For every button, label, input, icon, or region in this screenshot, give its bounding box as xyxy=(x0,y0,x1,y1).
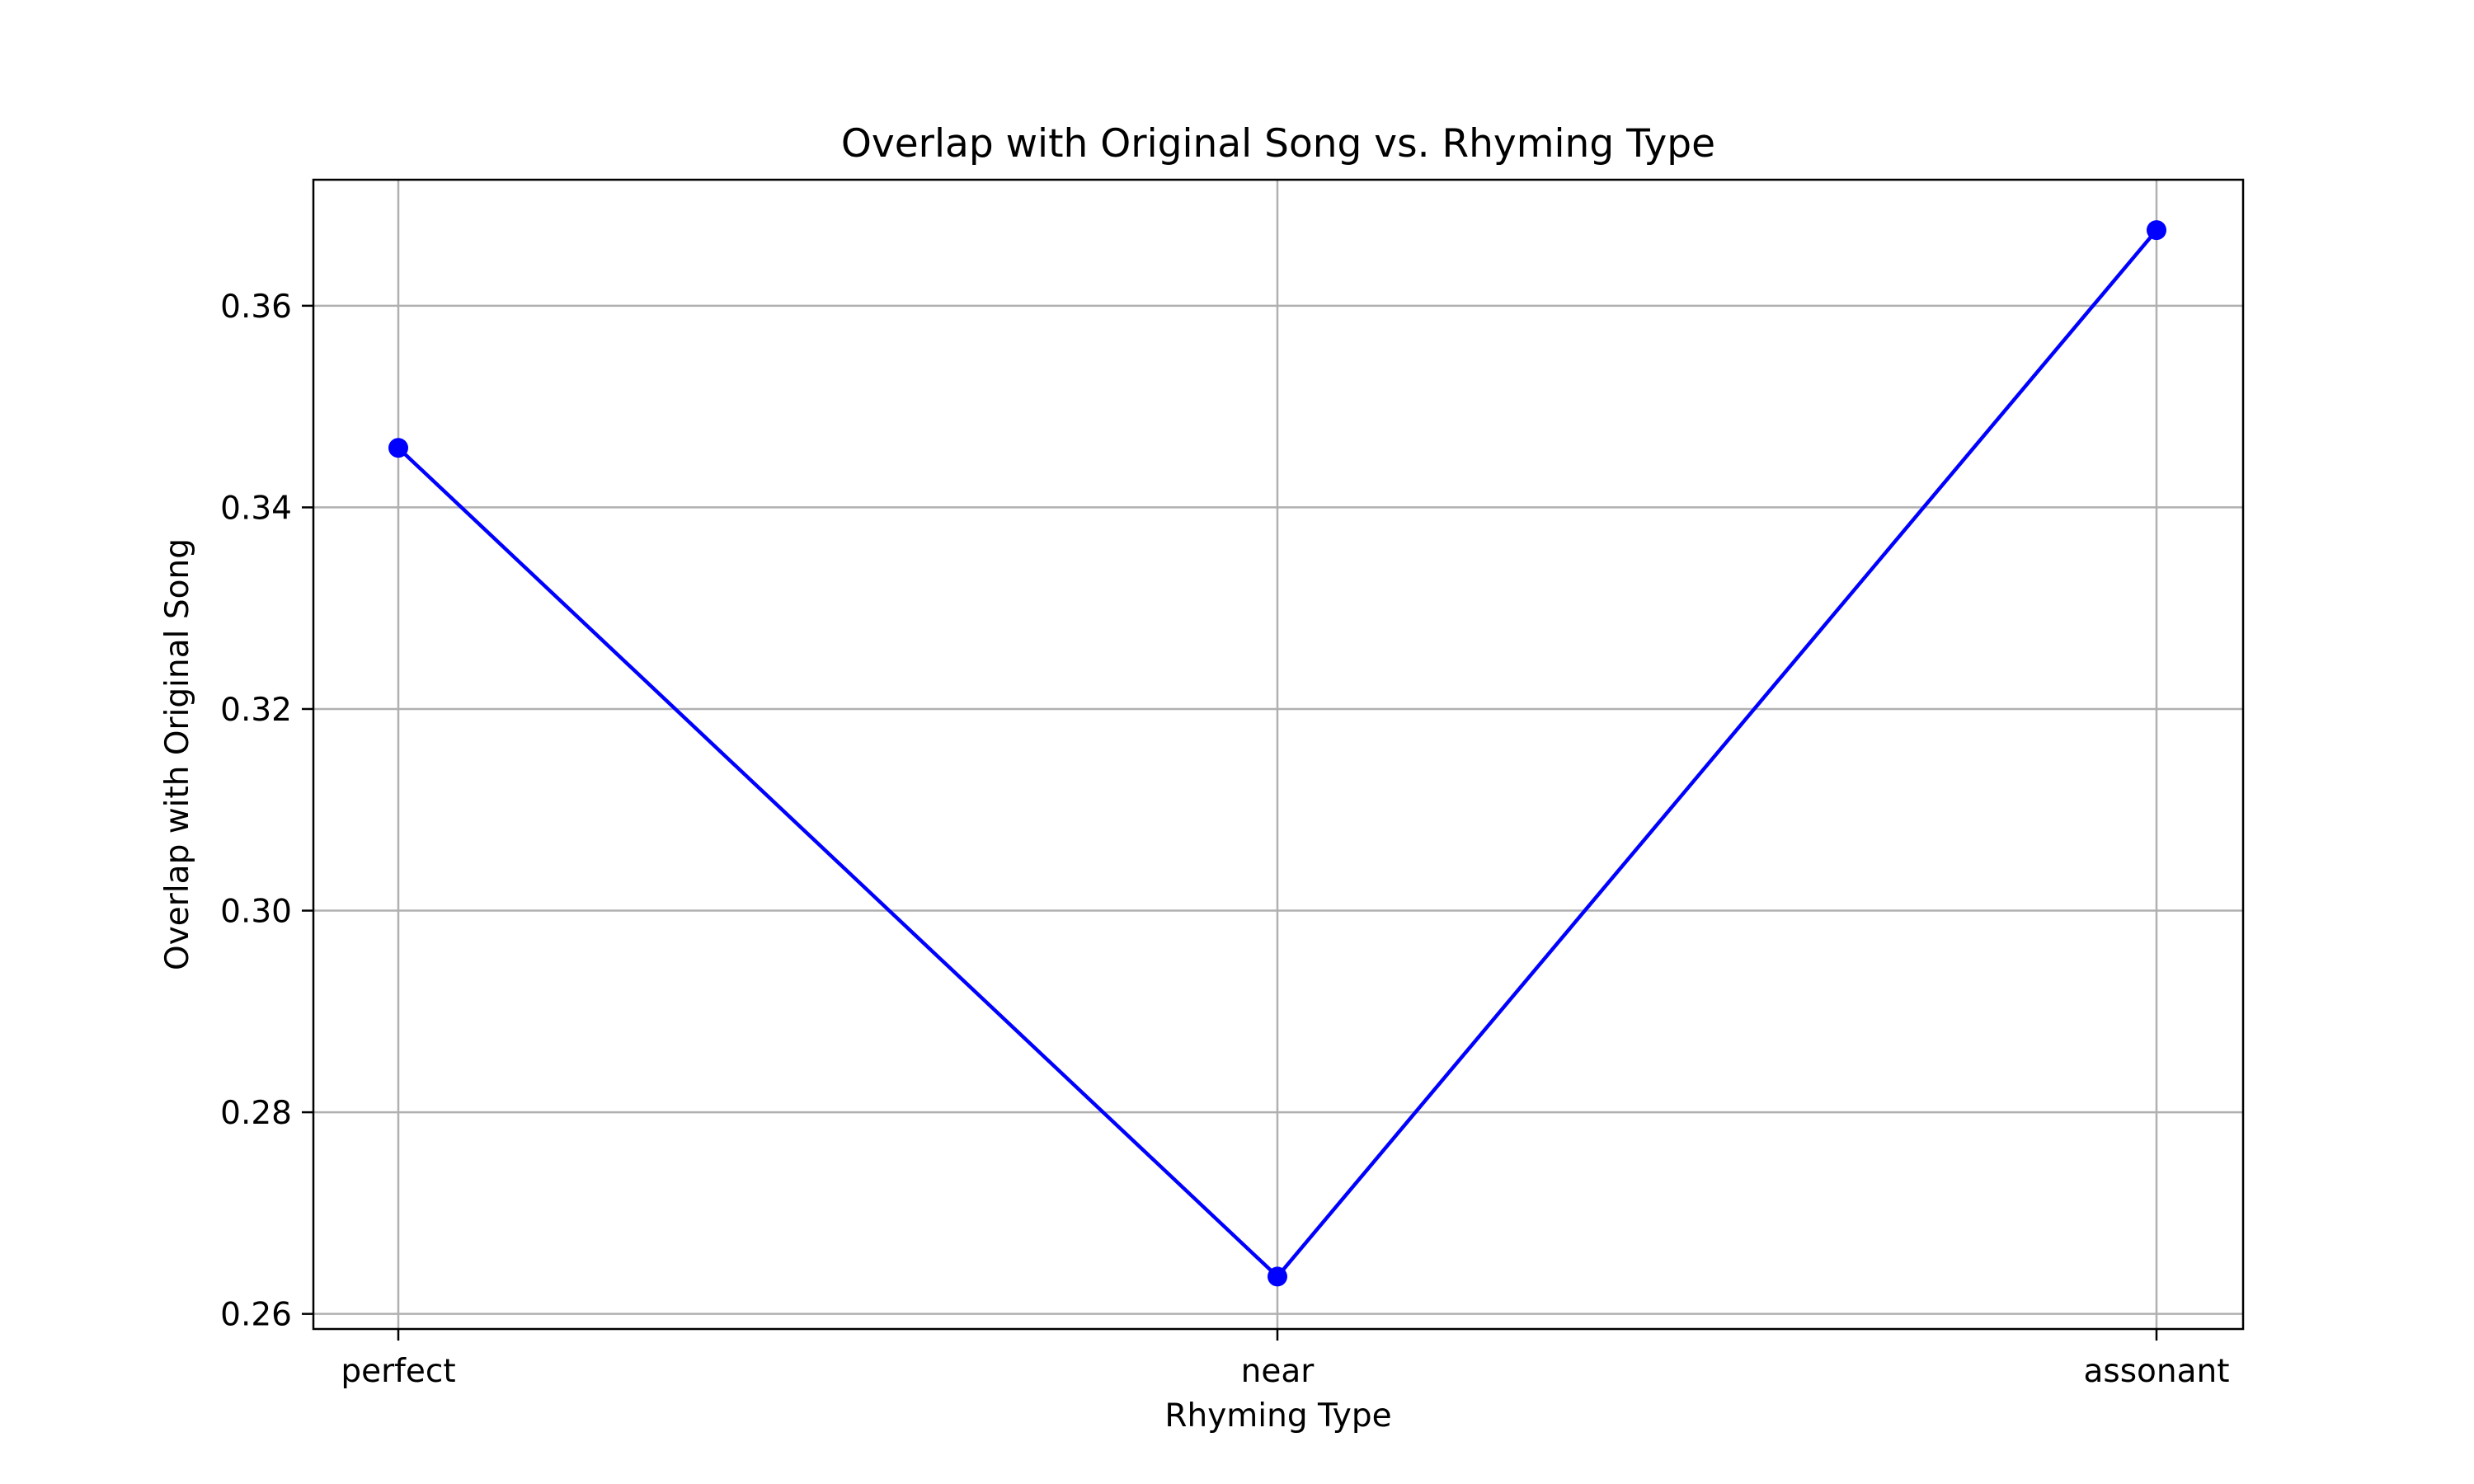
y-tick-label: 0.34 xyxy=(220,490,292,527)
grid-lines xyxy=(313,180,2243,1329)
x-tick-label: perfect xyxy=(341,1353,455,1390)
x-tick-label: near xyxy=(1241,1353,1315,1390)
y-tick-label: 0.26 xyxy=(220,1297,292,1334)
series-layer xyxy=(388,220,2166,1287)
data-point xyxy=(388,438,408,458)
data-point xyxy=(2147,220,2166,241)
y-axis-label: Overlap with Original Song xyxy=(159,538,196,970)
y-tick-label: 0.32 xyxy=(220,692,292,729)
x-axis-label: Rhyming Type xyxy=(1164,1397,1391,1435)
y-tick-label: 0.36 xyxy=(220,289,292,326)
y-tick-label: 0.30 xyxy=(220,894,292,931)
axis-ticks: perfect near assonant 0.26 0.28 0.30 0.32 0.34 0… xyxy=(220,289,2229,1390)
chart-title: Overlap with Original Song vs. Rhyming T… xyxy=(841,121,1715,167)
data-point xyxy=(1268,1266,1287,1287)
x-tick-label: assonant xyxy=(2083,1353,2229,1390)
y-tick-label: 0.28 xyxy=(220,1095,292,1132)
